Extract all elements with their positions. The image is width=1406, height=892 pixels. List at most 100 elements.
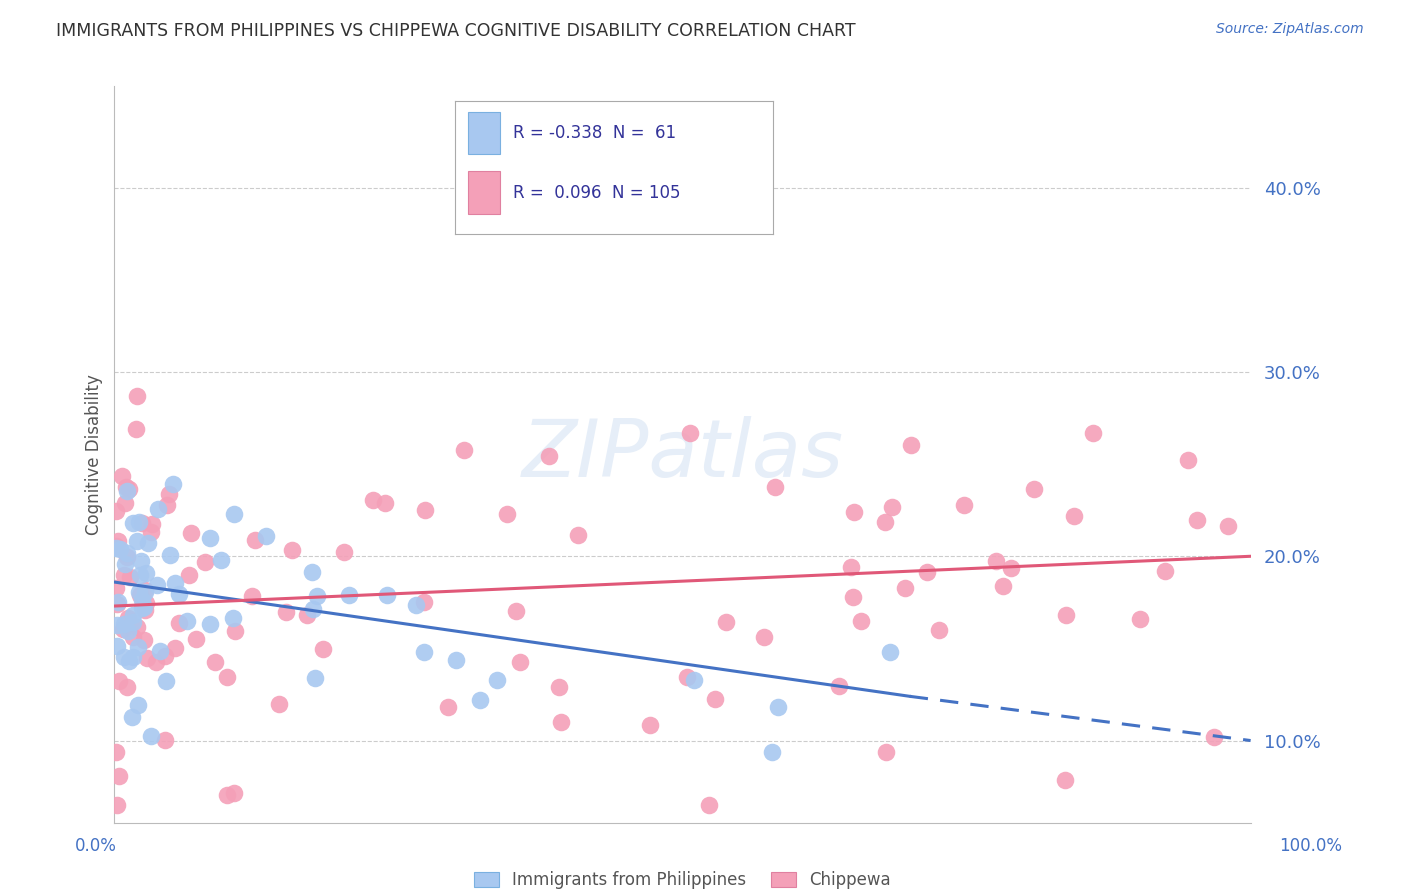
Point	[108, 673, 131, 688]
Point	[215, 788, 238, 802]
Point	[129, 554, 152, 568]
Point	[766, 699, 789, 714]
Point	[1081, 426, 1104, 441]
Point	[112, 617, 135, 632]
Point	[141, 517, 163, 532]
Point	[112, 568, 135, 582]
Point	[339, 588, 361, 602]
Point	[1185, 513, 1208, 527]
Point	[761, 745, 783, 759]
Point	[842, 505, 865, 519]
Point	[118, 654, 141, 668]
Point	[412, 594, 434, 608]
Point	[453, 442, 475, 457]
Point	[470, 692, 492, 706]
Point	[115, 681, 138, 695]
Point	[108, 769, 131, 783]
Point	[139, 729, 162, 743]
Point	[122, 649, 145, 664]
Text: 100.0%: 100.0%	[1279, 837, 1341, 855]
Point	[180, 526, 202, 541]
Point	[122, 608, 145, 623]
Point	[243, 533, 266, 547]
Point	[121, 615, 143, 629]
Point	[134, 603, 156, 617]
Point	[125, 389, 148, 403]
Point	[176, 614, 198, 628]
Y-axis label: Cognitive Disability: Cognitive Disability	[86, 375, 103, 535]
Point	[128, 585, 150, 599]
Point	[134, 632, 156, 647]
Point	[122, 630, 145, 644]
Point	[125, 620, 148, 634]
Point	[841, 560, 863, 574]
Point	[134, 582, 156, 597]
Point	[413, 503, 436, 517]
Point	[127, 640, 149, 654]
Point	[157, 487, 180, 501]
Point	[704, 691, 727, 706]
Point	[1000, 561, 1022, 575]
Point	[437, 699, 460, 714]
Point	[676, 670, 699, 684]
Point	[1218, 519, 1240, 533]
Point	[215, 670, 238, 684]
Legend: Immigrants from Philippines, Chippewa: Immigrants from Philippines, Chippewa	[474, 871, 891, 888]
Point	[118, 483, 141, 497]
Point	[496, 507, 519, 521]
Point	[240, 589, 263, 603]
Point	[204, 655, 226, 669]
Point	[105, 581, 128, 595]
Point	[332, 544, 354, 558]
Point	[163, 575, 186, 590]
Point	[117, 546, 139, 560]
Point	[111, 469, 134, 483]
Point	[105, 640, 128, 654]
Point	[167, 587, 190, 601]
Point	[131, 601, 153, 615]
Point	[444, 653, 467, 667]
Point	[162, 477, 184, 491]
Point	[224, 786, 246, 800]
Point	[125, 422, 148, 436]
Point	[1129, 612, 1152, 626]
Point	[1054, 608, 1077, 623]
Point	[135, 566, 157, 580]
Point	[281, 543, 304, 558]
Text: 0.0%: 0.0%	[75, 837, 117, 855]
Point	[682, 673, 704, 687]
Point	[374, 495, 396, 509]
Point	[311, 642, 333, 657]
Point	[699, 798, 721, 813]
Point	[131, 516, 153, 530]
Point	[894, 582, 917, 596]
Point	[114, 496, 136, 510]
Point	[149, 644, 172, 658]
Point	[1177, 453, 1199, 467]
Point	[953, 498, 976, 512]
Point	[155, 674, 177, 689]
Point	[127, 698, 149, 713]
Point	[165, 641, 187, 656]
Point	[679, 425, 702, 440]
Point	[1202, 730, 1225, 744]
Point	[305, 589, 328, 603]
Point	[405, 598, 427, 612]
Point	[104, 541, 127, 555]
Point	[763, 480, 786, 494]
Point	[984, 554, 1007, 568]
Point	[131, 593, 153, 607]
Point	[156, 498, 179, 512]
Point	[1063, 509, 1085, 524]
Point	[120, 569, 142, 583]
Point	[550, 715, 572, 730]
Point	[121, 710, 143, 724]
Point	[145, 655, 167, 669]
Point	[153, 649, 176, 664]
Point	[900, 438, 922, 452]
Point	[117, 611, 139, 625]
Point	[222, 611, 245, 625]
Point	[198, 531, 221, 545]
Point	[915, 566, 938, 580]
Point	[879, 644, 901, 658]
